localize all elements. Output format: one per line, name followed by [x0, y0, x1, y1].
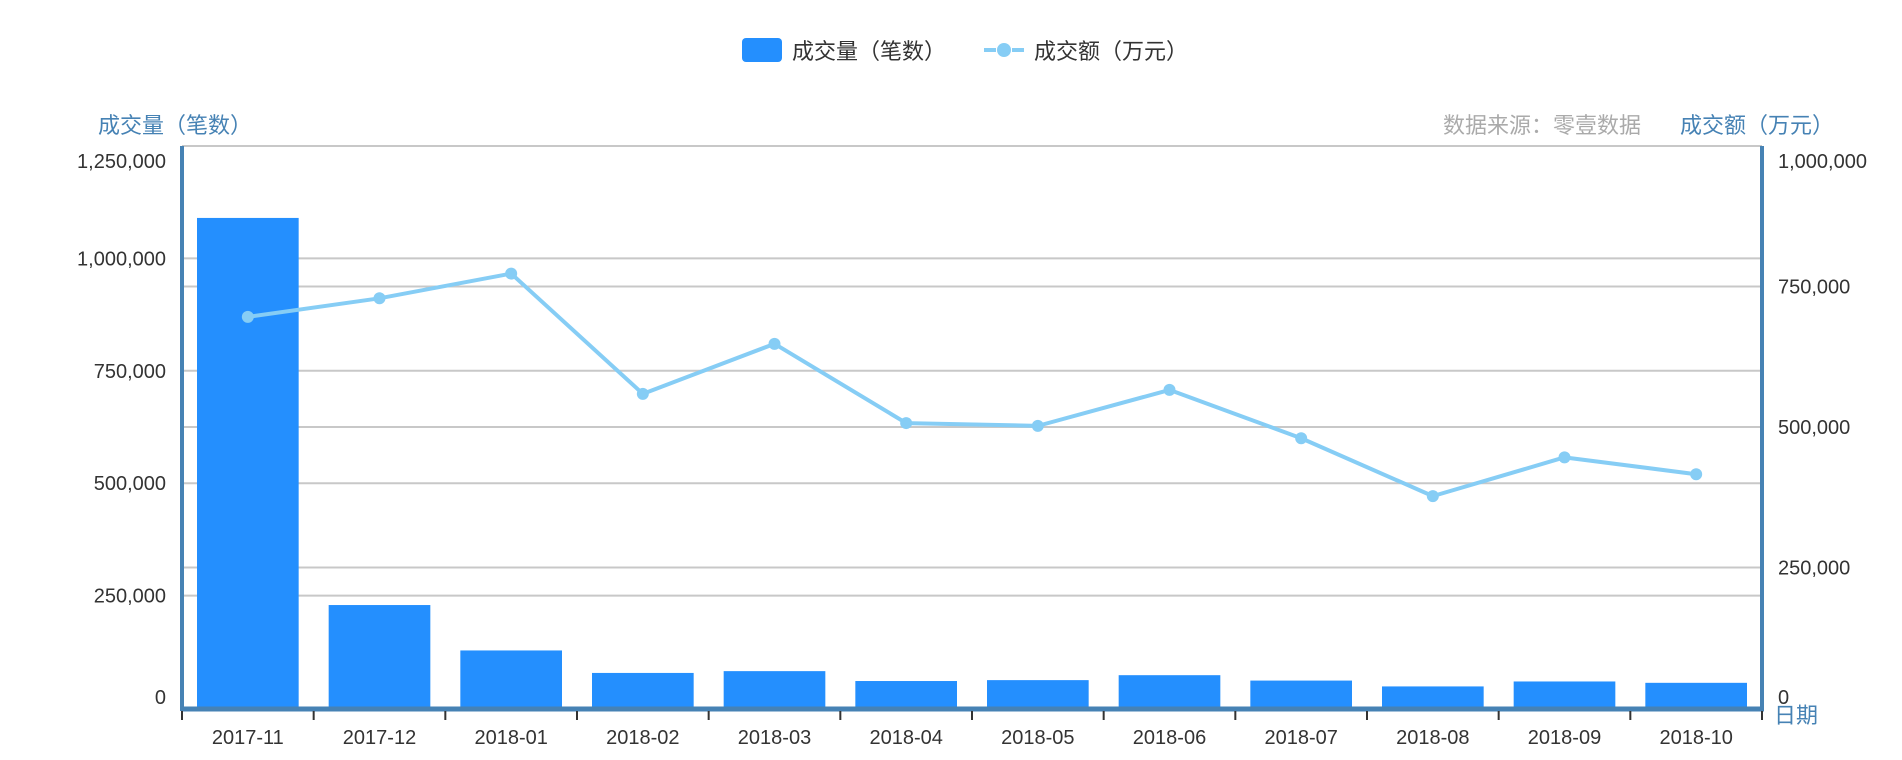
bar: [1645, 682, 1747, 708]
left-tick-label: 0: [155, 687, 166, 709]
x-tick-label: 2018-06: [1133, 727, 1206, 749]
right-tick-label: 500,000: [1778, 417, 1850, 439]
line-point: [1690, 468, 1703, 481]
tick-labels: 2017-11 2017-12 2018-01 2018-02 2018-03 2018-…: [77, 151, 1867, 749]
line-path: [247, 271, 1697, 499]
line-point: [900, 417, 913, 430]
line-marker-icon: [984, 38, 1025, 62]
x-tick-label: 2018-02: [606, 727, 679, 749]
line-point: [1426, 490, 1439, 503]
line-point: [768, 337, 781, 350]
x-tick-label: 2018-04: [869, 727, 942, 749]
bar: [197, 217, 299, 708]
left-tick-label: 750,000: [94, 361, 166, 383]
line-point: [241, 310, 254, 323]
bar: [592, 672, 694, 708]
line-point: [636, 387, 649, 400]
bar: [460, 650, 562, 708]
legend: 成交量（笔数） 成交额（万元）: [742, 34, 1188, 66]
grid-lines: [182, 145, 1762, 597]
line-point: [1163, 383, 1176, 396]
legend-label-amount: 成交额（万元）: [1034, 40, 1189, 65]
right-tick-label: 250,000: [1778, 558, 1850, 580]
bar: [1250, 680, 1352, 708]
left-axis-title: 成交量（笔数）: [98, 114, 253, 139]
right-tick-label: 0: [1778, 687, 1789, 709]
data-source-label: 数据来源：零壹数据: [1443, 114, 1642, 139]
x-tick-label: 2017-11: [212, 727, 284, 749]
legend-item-volume[interactable]: 成交量（笔数）: [742, 34, 946, 66]
line-point: [373, 292, 386, 305]
bar-swatch-icon: [742, 38, 782, 62]
bar: [987, 680, 1089, 708]
axes: [180, 146, 1764, 720]
x-tick-label: 2018-01: [474, 727, 547, 749]
x-tick-label: 2018-03: [738, 727, 811, 749]
bar-series: [197, 217, 1747, 708]
line-point: [505, 267, 518, 280]
left-tick-label: 1,250,000: [77, 151, 166, 173]
bar: [1118, 675, 1221, 708]
x-tick-label: 2018-08: [1396, 727, 1469, 749]
x-tick-label: 2018-07: [1264, 727, 1337, 749]
bar: [328, 605, 431, 708]
x-tick-label: 2018-09: [1528, 727, 1601, 749]
bar: [1382, 686, 1484, 708]
bar: [1513, 681, 1616, 708]
x-tick-label: 2018-05: [1001, 727, 1074, 749]
left-tick-label: 500,000: [94, 473, 166, 495]
right-tick-label: 750,000: [1778, 277, 1850, 299]
line-point: [1558, 451, 1571, 464]
line-point: [1031, 419, 1044, 432]
legend-label-volume: 成交量（笔数）: [792, 40, 947, 65]
left-tick-label: 250,000: [94, 586, 166, 608]
x-tick-label: 2018-10: [1659, 727, 1732, 749]
left-tick-label: 1,000,000: [77, 248, 166, 270]
x-tick-label: 2017-12: [343, 727, 416, 749]
right-tick-label: 1,000,000: [1778, 151, 1867, 173]
line-point: [1295, 432, 1308, 445]
line-series: [241, 267, 1703, 503]
legend-item-amount[interactable]: 成交额（万元）: [946, 34, 1188, 66]
right-axis-title: 成交额（万元）: [1680, 114, 1835, 139]
bar: [723, 671, 826, 708]
bar: [855, 681, 957, 708]
x-axis-title: 日期: [1774, 704, 1819, 729]
